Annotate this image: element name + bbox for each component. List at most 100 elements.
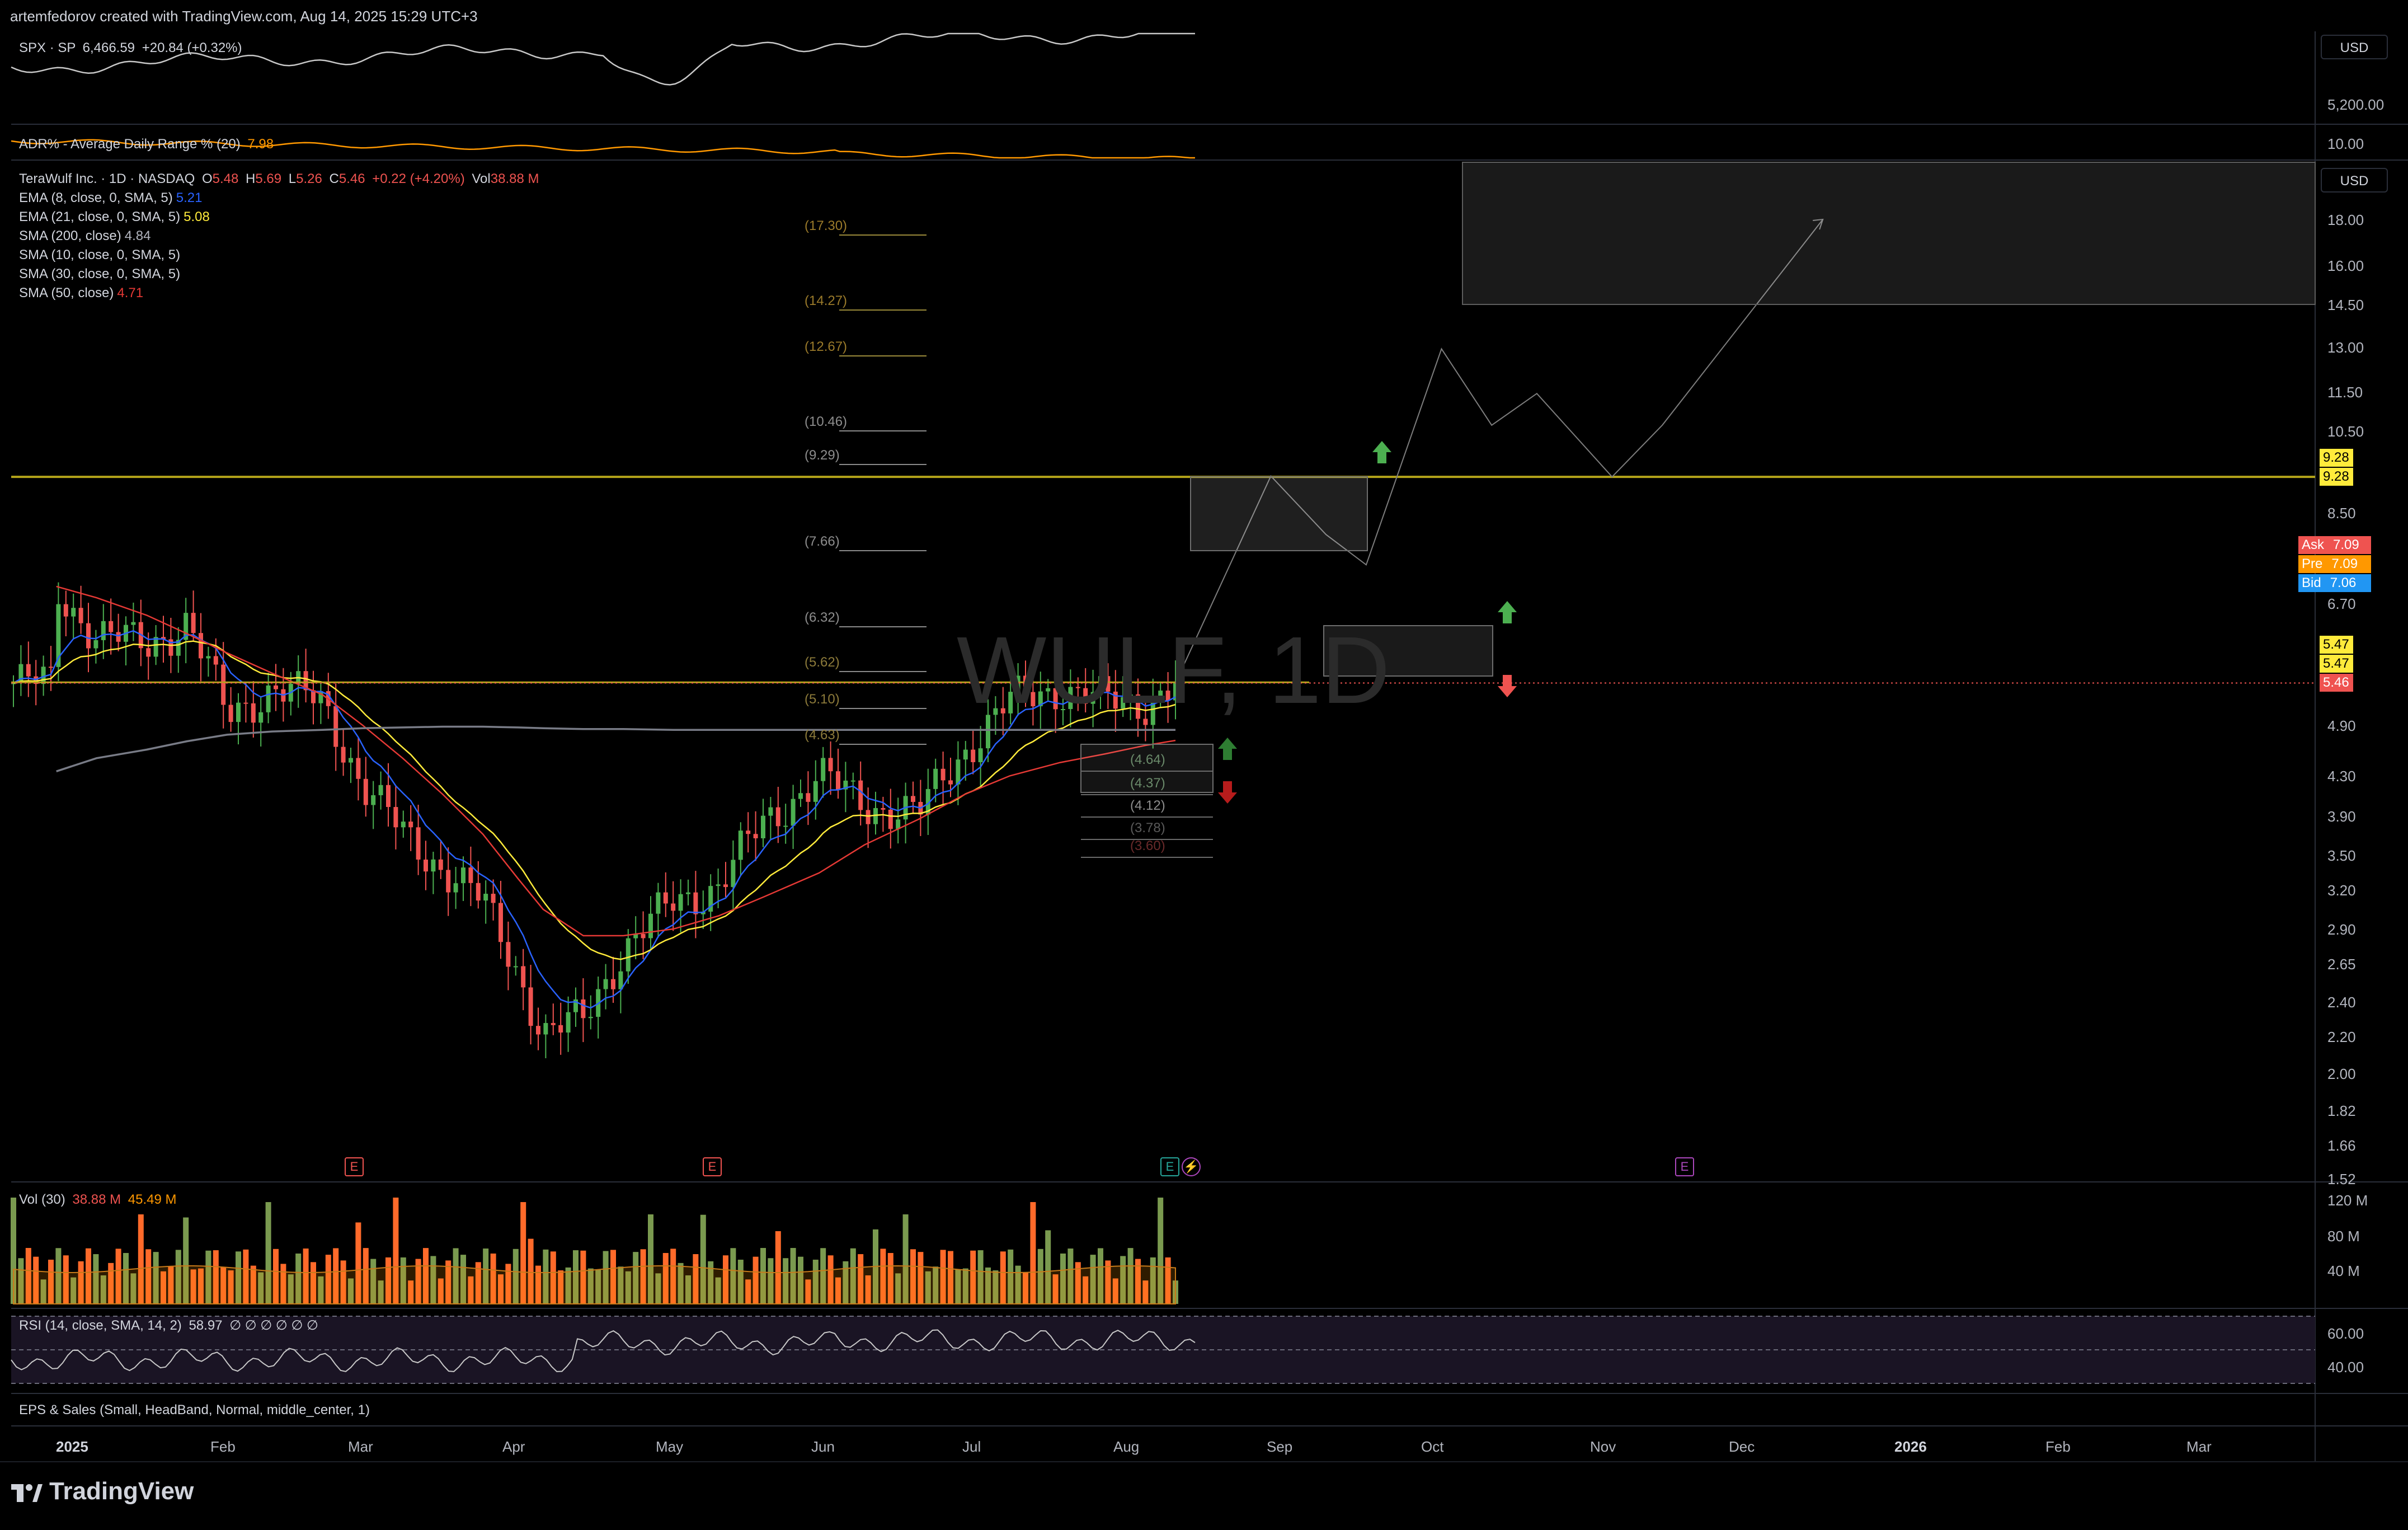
candle-body xyxy=(206,656,211,659)
spx-currency-button[interactable]: USD xyxy=(2321,35,2388,59)
volume-bar xyxy=(153,1252,159,1304)
time-axis-label: Feb xyxy=(210,1438,236,1455)
volume-bar xyxy=(1135,1259,1141,1304)
volume-bar xyxy=(408,1280,414,1304)
main-currency-button[interactable]: USD xyxy=(2321,168,2388,193)
volume-bar xyxy=(385,1257,391,1304)
volume-bar xyxy=(1120,1256,1126,1304)
indicator-label: SMA (30, close, 0, SMA, 5) xyxy=(19,266,181,281)
tradingview-logo[interactable]: TradingView xyxy=(11,1477,194,1505)
rsi-value: 58.97 xyxy=(189,1318,223,1333)
volume-scale-2: 80 M xyxy=(2327,1228,2360,1245)
fib-label: (9.29) xyxy=(805,448,840,463)
candle-body xyxy=(558,1025,563,1033)
volume-bar xyxy=(805,1279,811,1304)
volume-bar xyxy=(130,1273,137,1304)
volume-bar xyxy=(93,1254,99,1304)
volume-bar xyxy=(565,1267,571,1304)
candle-body xyxy=(625,938,631,971)
time-axis-label: 2026 xyxy=(1894,1438,1927,1455)
earnings-badge: E xyxy=(1160,1157,1179,1176)
candle-body xyxy=(1083,688,1088,704)
volume-bar xyxy=(213,1250,219,1304)
candle-body xyxy=(873,808,878,824)
candle-body xyxy=(1121,697,1126,709)
projection-arrowhead xyxy=(1813,218,1824,230)
volume-bar xyxy=(468,1276,474,1304)
candle-body xyxy=(453,883,458,893)
volume-bar xyxy=(498,1274,504,1304)
price-badge: 5.47 xyxy=(2320,655,2353,673)
indicator-row: SMA (200, close) 4.84 xyxy=(19,228,150,244)
volume-bar xyxy=(175,1250,181,1304)
volume-bar xyxy=(745,1279,751,1304)
candle-body xyxy=(528,987,533,1026)
candle-body xyxy=(836,771,840,790)
volume-bar xyxy=(48,1259,54,1304)
volume-bar xyxy=(318,1276,324,1304)
rsi-scale-40: 40.00 xyxy=(2327,1359,2364,1376)
candle-body xyxy=(146,648,151,657)
symbol-watermark: WULF, 1D xyxy=(957,617,1390,724)
indicator-label: SMA (10, close, 0, SMA, 5) xyxy=(19,247,181,262)
volume-bar xyxy=(1127,1248,1134,1304)
price-scale-label: 14.50 xyxy=(2327,297,2364,313)
volume-bar xyxy=(798,1256,803,1304)
up-arrow-3 xyxy=(1218,738,1237,760)
adr-label: ADR% - Average Daily Range % (20) xyxy=(19,137,241,152)
indicator-row: SMA (10, close, 0, SMA, 5) xyxy=(19,247,184,263)
volume-bar xyxy=(205,1250,211,1304)
volume-bar xyxy=(228,1270,234,1304)
volume-bar xyxy=(985,1267,991,1304)
candle-body xyxy=(41,667,46,684)
volume-bar xyxy=(161,1271,166,1304)
volume-bar xyxy=(18,1258,24,1304)
volume-bar xyxy=(1060,1253,1066,1304)
spx-legend: SPX · SP 6,466.59 +20.84 (+0.32%) xyxy=(19,40,242,56)
fib-label: (5.62) xyxy=(805,655,840,670)
candle-body xyxy=(1136,694,1140,719)
indicator-label: SMA (200, close) xyxy=(19,228,121,243)
price-scale-label: 2.90 xyxy=(2327,921,2356,938)
volume-label: Vol (30) xyxy=(19,1192,65,1207)
volume-bar xyxy=(1067,1249,1074,1304)
volume-bar xyxy=(63,1255,69,1304)
volume-bar xyxy=(393,1198,399,1304)
volume-value-1: 38.88 M xyxy=(72,1192,121,1207)
up-arrow-1 xyxy=(1372,441,1391,463)
candle-body xyxy=(1075,687,1080,688)
volume-bar xyxy=(258,1272,264,1304)
sma200-line xyxy=(56,725,1175,772)
volume-bar xyxy=(333,1248,339,1304)
rsi-legend: RSI (14, close, SMA, 14, 2) 58.97 ∅ ∅ ∅ … xyxy=(19,1317,318,1334)
volume-bar xyxy=(236,1251,241,1304)
badge-label: Pre xyxy=(2302,556,2323,571)
time-axis-label: Nov xyxy=(1590,1438,1616,1455)
candle-body xyxy=(168,639,173,656)
time-axis-label: Aug xyxy=(1113,1438,1140,1455)
volume-bar xyxy=(843,1261,849,1304)
volume-bar xyxy=(423,1248,429,1304)
volume-bar xyxy=(355,1222,361,1304)
spx-scale-label: 5,200.00 xyxy=(2327,96,2385,113)
volume-bar xyxy=(993,1270,999,1304)
candle-body xyxy=(236,702,241,722)
volume-bar xyxy=(311,1262,316,1304)
ohlc-c: 5.46 xyxy=(338,171,365,186)
fib-lower-label: (4.64) xyxy=(1130,752,1165,767)
volume-bar xyxy=(1000,1251,1006,1304)
price-badge: Bid 7.06 xyxy=(2298,574,2371,592)
candle-body xyxy=(26,664,31,677)
candle-body xyxy=(708,886,713,912)
price-scale-label: 2.00 xyxy=(2327,1066,2356,1082)
attribution-text: artemfedorov created with TradingView.co… xyxy=(10,8,478,25)
volume-bar xyxy=(640,1249,646,1304)
candle-body xyxy=(1023,675,1028,692)
eps-label: EPS & Sales (Small, HeadBand, Normal, mi… xyxy=(19,1402,370,1418)
volume-bar xyxy=(295,1253,302,1304)
volume-bar xyxy=(775,1231,781,1304)
volume-scale-3: 40 M xyxy=(2327,1263,2360,1279)
volume-bar xyxy=(948,1251,953,1304)
candle-body xyxy=(993,708,998,715)
